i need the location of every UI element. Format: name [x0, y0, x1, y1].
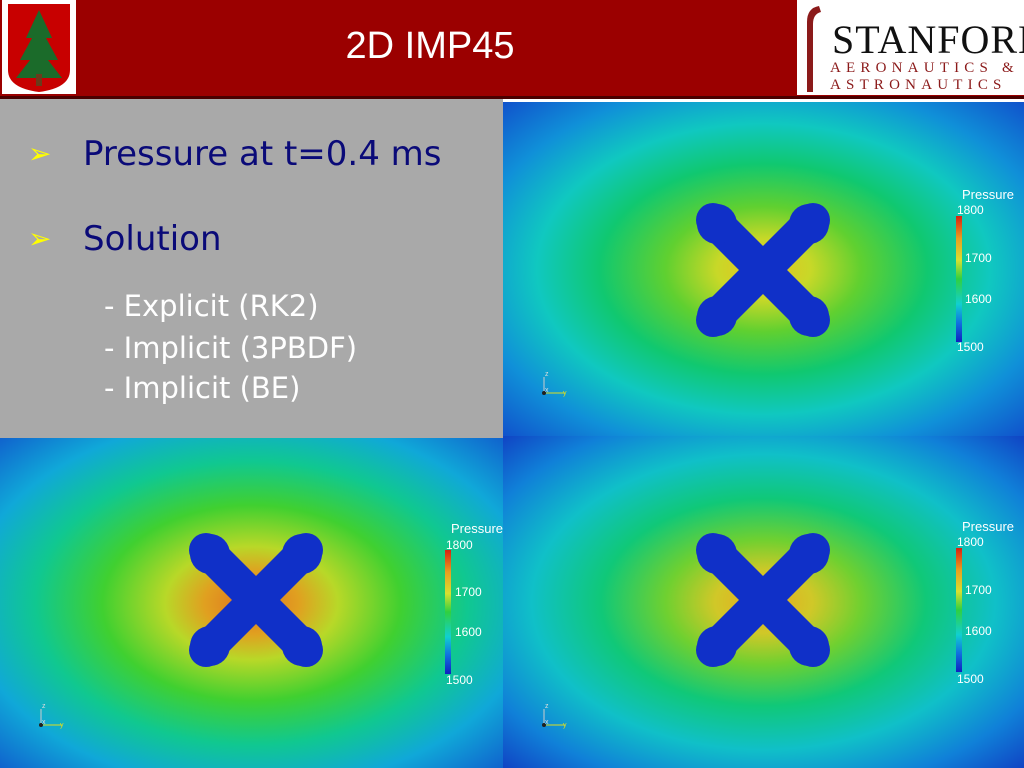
legend-tick: 1700	[965, 251, 992, 265]
arrow-bullet-icon: ➢	[28, 222, 52, 255]
legend-tick: 1500	[957, 340, 984, 354]
arrow-bullet-icon: ➢	[28, 137, 52, 170]
color-bar	[956, 216, 962, 342]
legend-tick: 1800	[446, 538, 473, 552]
legend-tick: 1500	[446, 673, 473, 687]
legend-tick: 1800	[957, 535, 984, 549]
slide-title: 2D IMP45	[345, 25, 515, 67]
legend-tick: 1800	[957, 203, 984, 217]
legend-tick: 1600	[965, 624, 992, 638]
header-divider	[0, 96, 1024, 99]
legend-title: Pressure	[451, 521, 503, 536]
solution-item: - Implicit (BE)	[104, 371, 301, 405]
legend-title: Pressure	[962, 519, 1014, 534]
svg-text:x: x	[42, 719, 46, 726]
axes-triad-icon: z x y	[542, 703, 567, 729]
legend-title: Pressure	[962, 187, 1014, 202]
svg-text:y: y	[60, 722, 64, 729]
bullet-text: Solution	[83, 219, 222, 259]
axes-triad-icon: z x y	[39, 703, 64, 729]
color-bar	[956, 548, 962, 672]
svg-text:y: y	[563, 390, 567, 397]
solution-item: - Explicit (RK2)	[104, 289, 319, 323]
bullet-text: Pressure at t=0.4 ms	[83, 134, 442, 174]
legend-tick: 1600	[455, 625, 482, 639]
logo-text-stanford: STANFORD	[832, 17, 1024, 62]
solution-item: - Implicit (3PBDF)	[104, 331, 358, 365]
svg-text:z: z	[42, 703, 46, 710]
pressure-contour-plot: Pressure 1800 1700 1600 1500 z x y	[503, 102, 1024, 436]
stanford-tree-logo	[2, 0, 76, 94]
logo-text-astronautics: ASTRONAUTICS	[830, 77, 1007, 93]
logo-text-aeronautics: AERONAUTICS &	[830, 60, 1019, 76]
svg-text:z: z	[545, 371, 549, 378]
svg-text:x: x	[545, 719, 549, 726]
svg-text:x: x	[545, 387, 549, 394]
legend-tick: 1600	[965, 292, 992, 306]
pressure-contour-plot: Pressure 1800 1700 1600 1500 z x y	[0, 438, 503, 768]
text-panel: ➢ Pressure at t=0.4 ms ➢ Solution - Expl…	[0, 99, 503, 438]
stanford-aero-logo: STANFORD AERONAUTICS & ASTRONAUTICS	[797, 0, 1024, 95]
legend-tick: 1700	[455, 585, 482, 599]
color-bar	[445, 550, 451, 674]
svg-text:z: z	[545, 703, 549, 710]
axes-triad-icon: z x y	[542, 371, 567, 397]
svg-text:y: y	[563, 722, 567, 729]
legend-tick: 1700	[965, 583, 992, 597]
legend-tick: 1500	[957, 672, 984, 686]
pressure-contour-plot: Pressure 1800 1700 1600 1500 z x y	[503, 436, 1024, 768]
